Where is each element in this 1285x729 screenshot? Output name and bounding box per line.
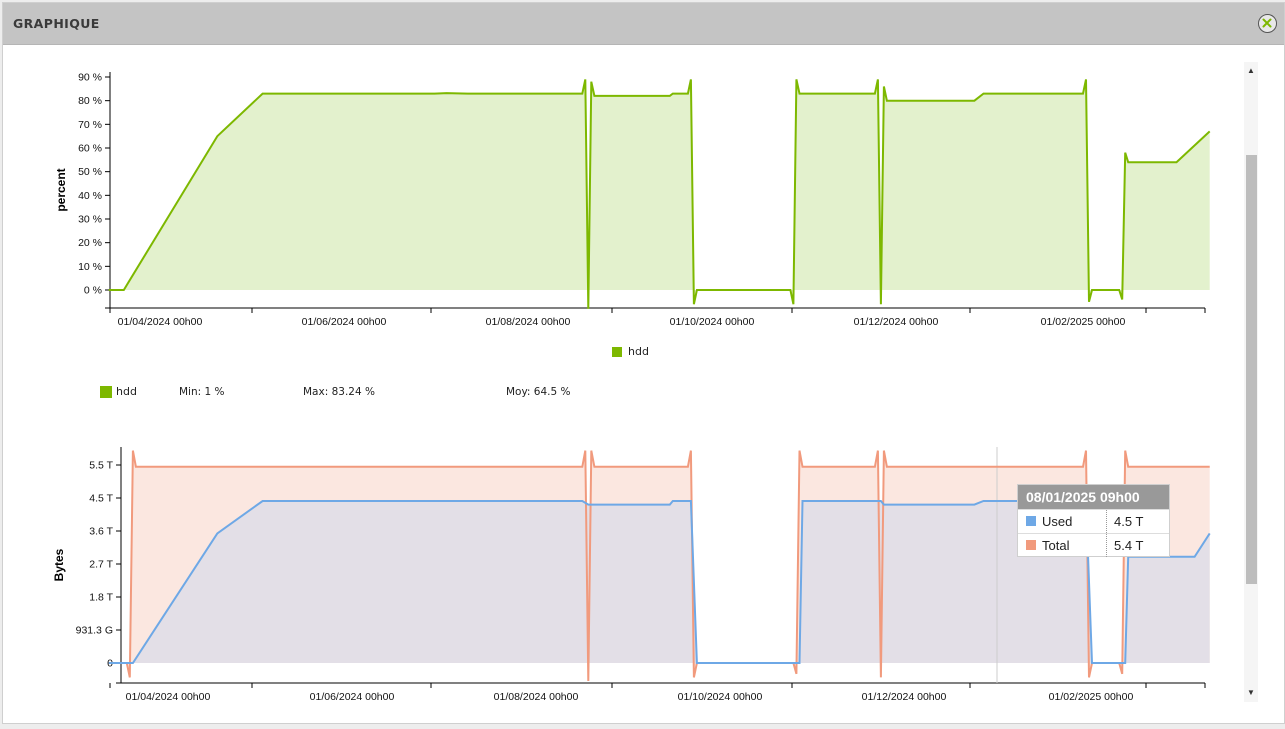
y-tick-label: 931.3 G — [76, 625, 113, 637]
x-tick-label: 01/10/2024 00h00 — [670, 316, 755, 328]
tooltip-row-used: Used 4.5 T — [1018, 509, 1169, 533]
x-tick-label: 01/02/2025 00h00 — [1049, 691, 1134, 702]
x-tick-label: 01/06/2024 00h00 — [302, 316, 387, 328]
x-tick-label: 01/10/2024 00h00 — [678, 691, 763, 702]
x-tick-label: 01/12/2024 00h00 — [854, 316, 939, 328]
y-tick-label: 30 % — [78, 214, 102, 226]
chart-tooltip: 08/01/2025 09h00 Used 4.5 T Total 5.4 T — [1017, 484, 1170, 557]
x-tick-label: 01/04/2024 00h00 — [118, 316, 203, 328]
x-tick-label: 01/04/2024 00h00 — [126, 691, 211, 702]
vertical-scrollbar[interactable]: ▲ ▼ — [1244, 62, 1258, 702]
scrollbar-thumb[interactable] — [1246, 155, 1257, 584]
y-tick-label: 60 % — [78, 143, 102, 155]
y-tick-label: 1.8 T — [89, 592, 113, 604]
chart-scroll-area: 0 % 10 % 20 % 30 % 40 % 50 % 60 % 70 % 80 % 90 % p… — [20, 62, 1242, 702]
used-swatch — [1026, 516, 1036, 526]
y-tick-label: 3.6 T — [89, 526, 113, 538]
y-tick-label: 10 % — [78, 261, 102, 273]
y-tick-label: 0 — [107, 658, 113, 670]
close-icon — [1262, 18, 1272, 28]
y-axis-title: percent — [54, 168, 68, 211]
percent-chart: 0 % 10 % 20 % 30 % 40 % 50 % 60 % 70 % 80 % 90 % p… — [54, 72, 1211, 328]
y-tick-label: 0 % — [84, 285, 102, 297]
hdd-line — [108, 79, 1211, 309]
hdd-legend-label: hdd — [628, 345, 649, 358]
hdd-area — [108, 79, 1210, 309]
y-tick-label: 2.7 T — [89, 559, 113, 571]
tooltip-used-value: 4.5 T — [1106, 510, 1168, 533]
x-tick-label: 01/02/2025 00h00 — [1041, 316, 1126, 328]
total-swatch — [1026, 540, 1036, 550]
close-button[interactable] — [1258, 14, 1277, 33]
tooltip-title: 08/01/2025 09h00 — [1018, 485, 1169, 509]
stats-row: hdd Min: 1 % Max: 83.24 % Moy: 64.5 % — [100, 384, 700, 402]
y-tick-label: 50 % — [78, 166, 102, 178]
stats-min: Min: 1 % — [179, 386, 225, 398]
y-axis-title: Bytes — [52, 548, 66, 581]
modal-title: GRAPHIQUE — [13, 16, 100, 31]
y-tick-label: 80 % — [78, 95, 102, 107]
stats-avg: Moy: 64.5 % — [506, 386, 571, 398]
y-tick-label: 4.5 T — [89, 493, 113, 505]
triangle-up-icon[interactable]: ▲ — [1247, 66, 1255, 75]
y-tick-label: 40 % — [78, 190, 102, 202]
y-tick-label: 20 % — [78, 237, 102, 249]
hdd-legend-swatch — [612, 347, 622, 357]
y-tick-label: 90 % — [78, 72, 102, 84]
tooltip-used-label: Used — [1042, 514, 1073, 529]
hdd-stats-swatch — [100, 386, 112, 398]
triangle-down-icon[interactable]: ▼ — [1247, 688, 1255, 697]
tooltip-row-total: Total 5.4 T — [1018, 533, 1169, 557]
tooltip-total-label: Total — [1042, 538, 1070, 553]
x-tick-label: 01/08/2024 00h00 — [486, 316, 571, 328]
tooltip-total-value: 5.4 T — [1106, 534, 1168, 557]
stats-max: Max: 83.24 % — [303, 386, 375, 398]
y-tick-label: 70 % — [78, 119, 102, 131]
x-tick-label: 01/08/2024 00h00 — [494, 691, 579, 702]
x-tick-label: 01/12/2024 00h00 — [862, 691, 947, 702]
y-tick-label: 5.5 T — [89, 460, 113, 472]
modal-header: GRAPHIQUE — [3, 3, 1284, 45]
x-tick-label: 01/06/2024 00h00 — [310, 691, 395, 702]
stats-series-name: hdd — [116, 385, 137, 398]
